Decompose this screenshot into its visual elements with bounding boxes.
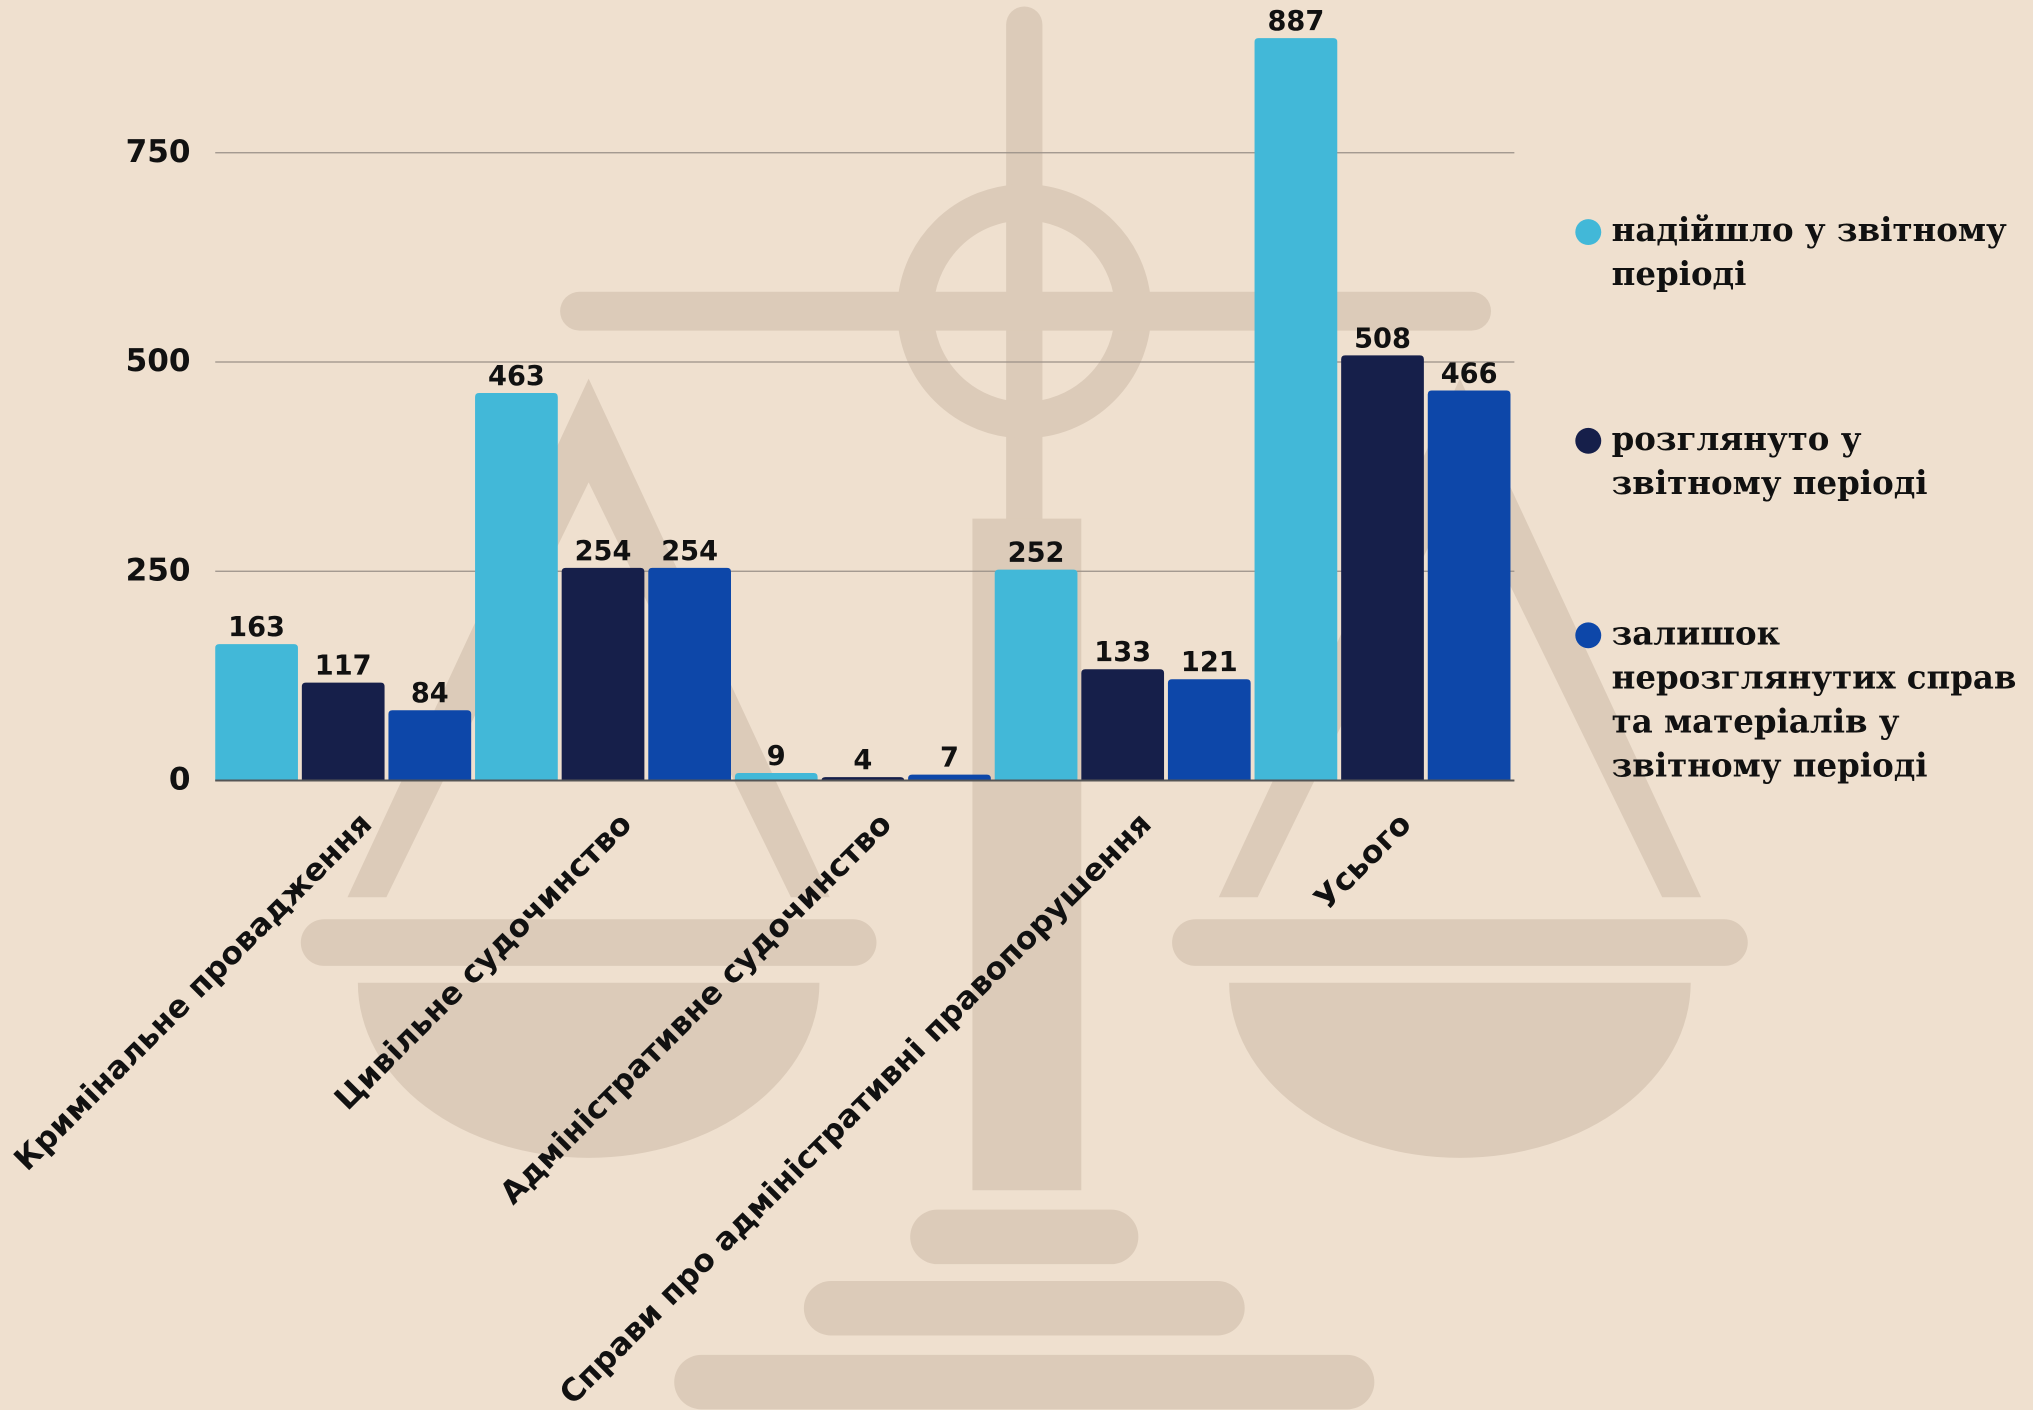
value-label: 121 <box>1181 647 1238 678</box>
bar <box>1427 390 1511 781</box>
value-label: 84 <box>411 678 449 709</box>
legend-entry: залишок нерозглянутих справ та матеріалі… <box>1611 614 2017 785</box>
value-label: 254 <box>661 536 718 567</box>
legend-swatch <box>1575 427 1602 454</box>
bar <box>215 644 298 781</box>
bar <box>1341 355 1424 781</box>
watermark-scales <box>300 6 1748 1410</box>
legend-label: розглянуто у звітному періоді <box>1611 420 1928 502</box>
legend-entry: розглянуто у звітному періоді <box>1611 420 1928 502</box>
value-label: 7 <box>940 743 959 774</box>
y-tick-label: 500 <box>126 343 191 379</box>
legend-swatch <box>1575 219 1602 246</box>
value-label: 254 <box>575 536 632 567</box>
y-tick-label: 250 <box>126 552 191 588</box>
legend-label: залишок нерозглянутих справ та матеріалі… <box>1611 614 2017 785</box>
bar <box>994 569 1078 781</box>
bar <box>561 567 645 781</box>
value-label: 117 <box>315 651 372 682</box>
bar <box>475 392 558 781</box>
value-label: 466 <box>1441 358 1498 389</box>
value-label: 252 <box>1008 538 1065 569</box>
bar <box>301 682 385 781</box>
value-label: 4 <box>853 745 872 776</box>
value-label: 508 <box>1354 323 1411 354</box>
value-label: 463 <box>488 361 545 392</box>
legend-label: надійшло у звітному періоді <box>1611 211 2007 294</box>
bar <box>648 567 731 781</box>
legend-swatch <box>1575 622 1602 649</box>
y-tick-label: 750 <box>126 134 191 170</box>
bar <box>388 710 472 781</box>
value-label: 133 <box>1094 637 1151 668</box>
value-label: 163 <box>228 612 285 643</box>
bar <box>734 772 818 781</box>
legend-entry: надійшло у звітному періоді <box>1611 211 2007 294</box>
y-tick-label: 0 <box>169 762 191 798</box>
bar <box>1081 669 1165 781</box>
value-label: 9 <box>767 741 786 772</box>
value-label: 887 <box>1267 6 1324 37</box>
bar <box>1254 38 1338 781</box>
bar <box>1167 679 1251 781</box>
bar <box>908 774 991 781</box>
